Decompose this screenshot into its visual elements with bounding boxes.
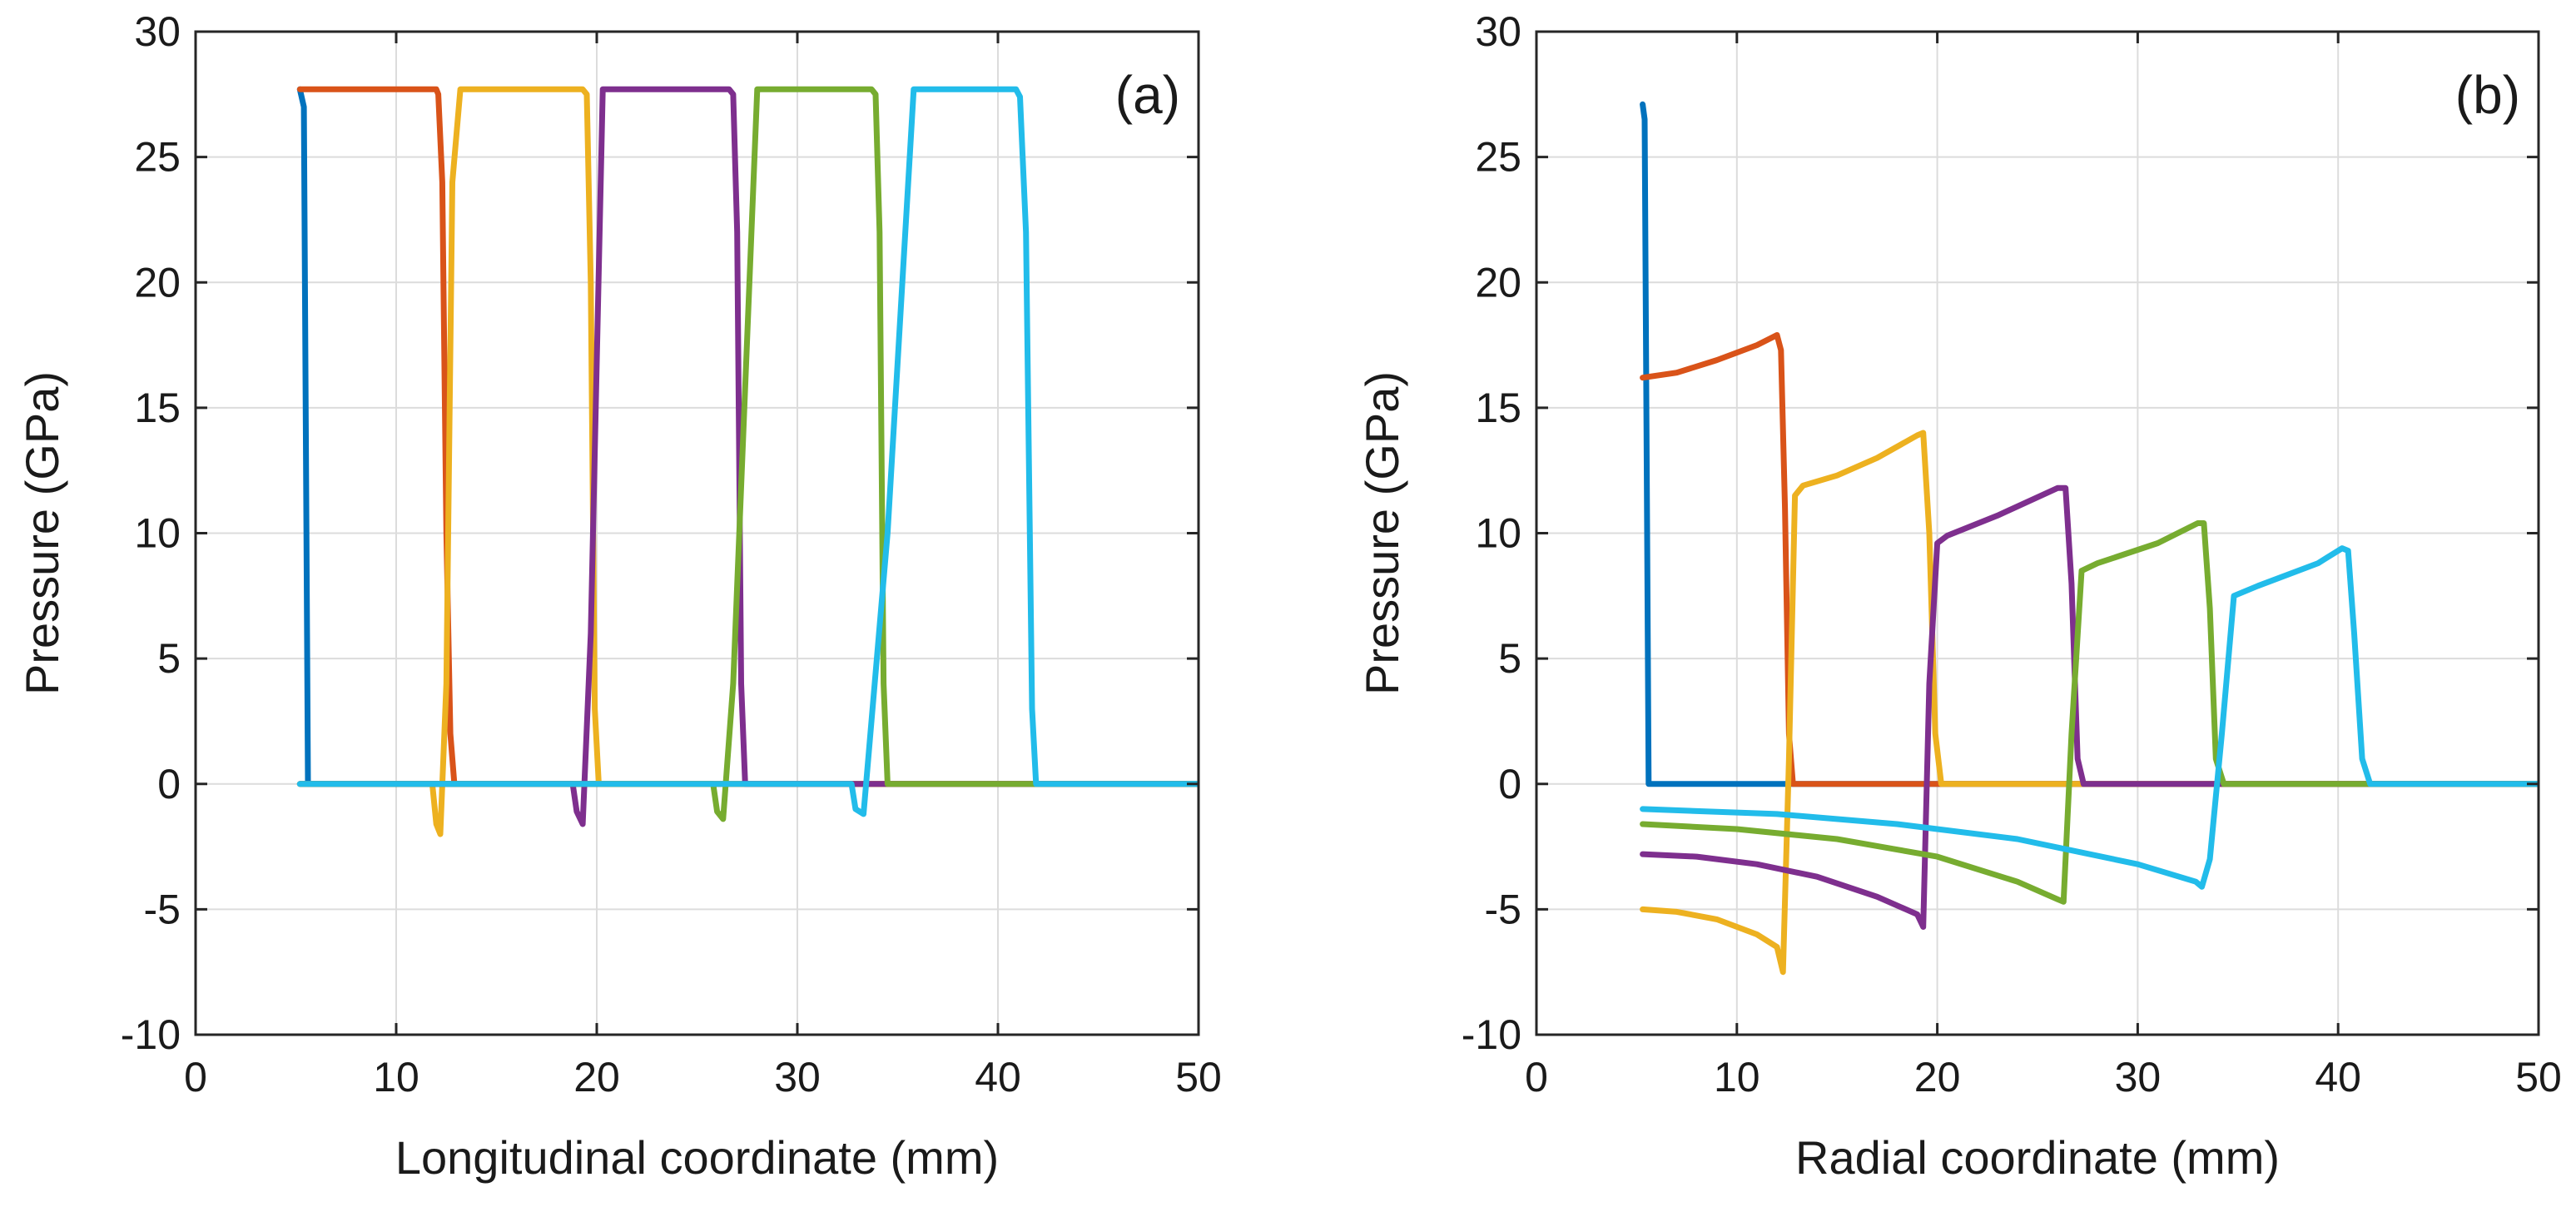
series-group xyxy=(1640,101,2539,976)
y-tick-label: 30 xyxy=(134,8,181,55)
y-tick-label: 30 xyxy=(1475,8,1521,55)
y-tick-label: 10 xyxy=(134,510,181,557)
x-tick-label: 40 xyxy=(975,1054,1021,1100)
series-line-4 xyxy=(296,86,1199,827)
y-tick-label: 5 xyxy=(157,635,181,682)
y-tick-label: -10 xyxy=(1462,1011,1521,1058)
panel-label: (a) xyxy=(1115,65,1180,125)
x-tick-label: 10 xyxy=(373,1054,419,1100)
y-tick-label: 5 xyxy=(1498,635,1521,682)
x-tick-label: 0 xyxy=(184,1054,207,1100)
y-tick-label: -5 xyxy=(1485,886,1521,932)
panel-label: (b) xyxy=(2455,65,2520,125)
x-tick-label: 40 xyxy=(2315,1054,2361,1100)
x-tick-label: 30 xyxy=(2115,1054,2162,1100)
y-tick-label: 15 xyxy=(134,385,181,431)
series-line-5 xyxy=(1640,520,2539,905)
series-group xyxy=(296,86,1199,837)
y-tick-label: 15 xyxy=(1475,385,1521,431)
series-line-6 xyxy=(1640,545,2539,890)
y-axis-label: Pressure (GPa) xyxy=(1356,371,1408,695)
x-axis-label: Longitudinal coordinate (mm) xyxy=(395,1131,999,1184)
y-tick-label: 0 xyxy=(157,761,181,807)
panel-a: 0 10 20 30 40 50 -10 -5 0 5 10 15 20 25 30 Longitudinal… xyxy=(16,8,1222,1184)
y-axis-label: Pressure (GPa) xyxy=(16,371,68,695)
x-tick-label: 50 xyxy=(2515,1054,2562,1100)
series-line-2 xyxy=(296,86,1199,787)
y-tick-label: 25 xyxy=(134,134,181,181)
x-axis-label: Radial coordinate (mm) xyxy=(1795,1131,2280,1184)
series-line-4 xyxy=(1640,484,2539,930)
y-tick-label: 20 xyxy=(134,259,181,305)
y-tick-label: 25 xyxy=(1475,134,1521,181)
x-tick-label: 30 xyxy=(774,1054,821,1100)
series-line-3 xyxy=(296,86,1199,837)
y-tick-label: 0 xyxy=(1498,761,1521,807)
x-tick-label: 0 xyxy=(1525,1054,1548,1100)
x-tick-label: 20 xyxy=(573,1054,620,1100)
panel-b: 0 10 20 30 40 50 -10 -5 0 5 10 15 20 25 30 Radial coord… xyxy=(1356,8,2562,1184)
x-tick-label: 20 xyxy=(1914,1054,1961,1100)
series-line-5 xyxy=(296,86,1199,822)
y-tick-label: 20 xyxy=(1475,259,1521,305)
series-line-6 xyxy=(296,86,1199,817)
y-tick-label: -10 xyxy=(121,1011,181,1058)
y-tick-label: 10 xyxy=(1475,510,1521,557)
x-tick-label: 10 xyxy=(1714,1054,1760,1100)
y-tick-label: -5 xyxy=(144,886,181,932)
x-tick-label: 50 xyxy=(1175,1054,1222,1100)
